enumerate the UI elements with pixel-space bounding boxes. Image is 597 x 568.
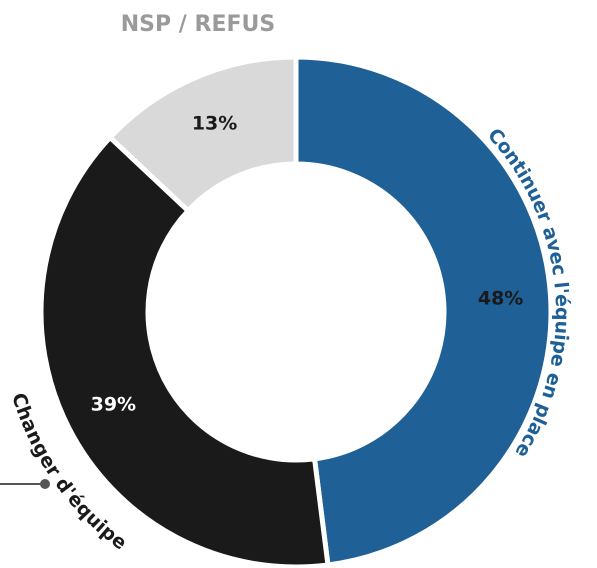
value-label: 13% xyxy=(192,112,237,134)
pointer-dot xyxy=(40,479,50,489)
value-label: 39% xyxy=(91,394,136,416)
donut-segment xyxy=(38,133,331,568)
category-label: NSP / REFUS xyxy=(121,12,275,37)
donut-segment xyxy=(106,54,299,215)
donut-segment xyxy=(293,54,554,568)
value-label: 48% xyxy=(478,288,523,310)
